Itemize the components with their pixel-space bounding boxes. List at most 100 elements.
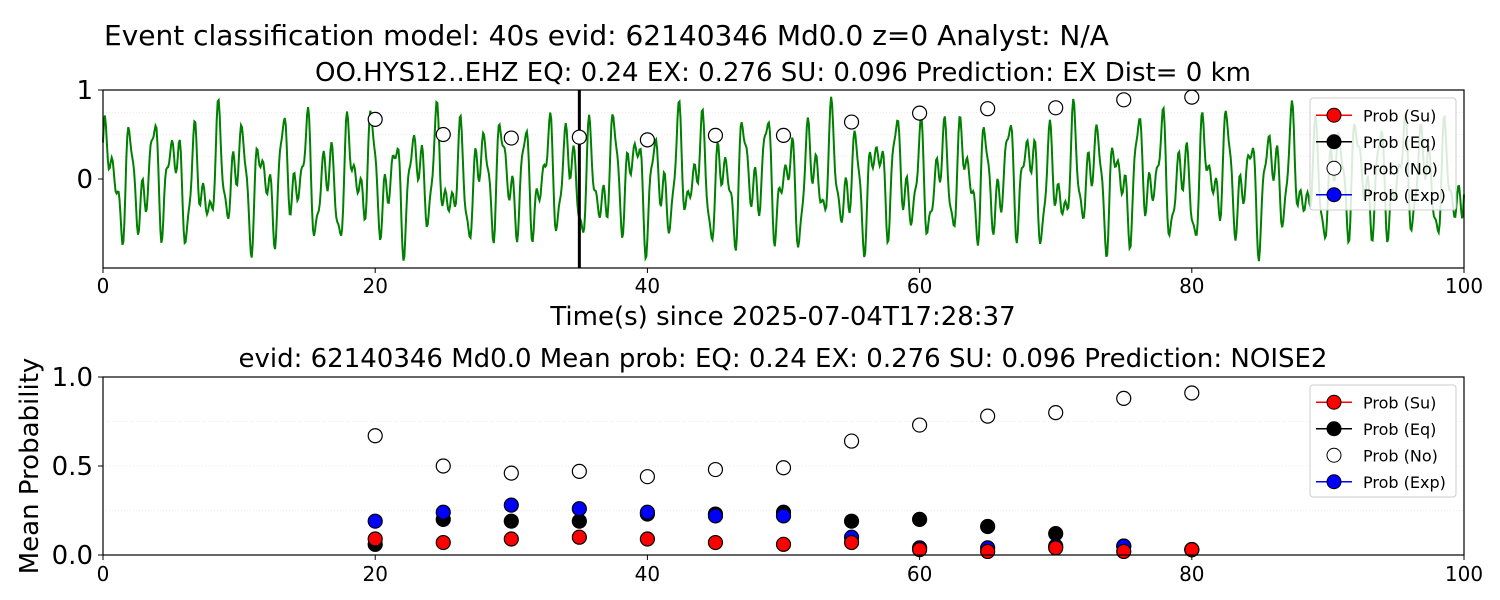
prob-eq-point — [843, 513, 860, 529]
prob-no-point — [775, 460, 792, 476]
y-tick-label: 0.0 — [52, 541, 93, 571]
legend-box — [1309, 384, 1457, 498]
prob-eq-point — [980, 518, 996, 535]
prob-eq-point — [503, 513, 519, 529]
prob-no-point — [1116, 390, 1132, 406]
prob-exp-point — [367, 513, 383, 529]
prob-exp-point — [571, 501, 587, 517]
prob-no-point — [435, 458, 451, 474]
legend-marker — [1326, 474, 1342, 490]
x-tick-label: 80 — [1179, 562, 1204, 586]
prob-no-point — [571, 463, 587, 479]
prob-su-point — [503, 531, 519, 547]
probability-legend: Prob (Su) Prob (Eq) Prob (No) Prob (Exp) — [1309, 384, 1457, 498]
probability-y-axis-label: Mean Probability — [15, 358, 45, 575]
y-tick-label: 1.0 — [52, 363, 93, 393]
prob-no-point — [980, 101, 996, 117]
prob-eq-point — [911, 511, 928, 528]
legend-marker — [1326, 134, 1342, 150]
x-tick-label: 40 — [635, 562, 660, 586]
legend-label: Prob (Su) — [1363, 393, 1436, 412]
prob-exp-point — [503, 497, 519, 513]
prob-no-point — [707, 461, 724, 478]
waveform-gridlines — [103, 111, 1464, 158]
prob-no-point — [367, 428, 383, 444]
prob-no-point — [367, 111, 383, 127]
prob-su-point — [571, 529, 587, 545]
prob-no-point — [1184, 385, 1200, 401]
prob-no-point — [843, 433, 860, 449]
legend-label: Prob (No) — [1363, 446, 1438, 465]
waveform-y-ticks: 01 — [76, 76, 103, 195]
prob-su-point — [435, 534, 451, 551]
legend-label: Prob (Eq) — [1363, 420, 1436, 439]
legend-marker — [1326, 394, 1342, 410]
prob-no-point — [1184, 89, 1200, 105]
prob-no-point — [435, 126, 451, 143]
prob-no-point — [571, 129, 587, 145]
prob-su-point — [1116, 543, 1132, 560]
x-tick-label: 40 — [635, 274, 660, 298]
y-tick-label: 0.5 — [52, 452, 93, 482]
probability-points — [367, 385, 1200, 560]
legend-marker — [1326, 421, 1342, 437]
prob-no-point — [503, 130, 519, 146]
legend-label: Prob (Eq) — [1363, 133, 1436, 152]
x-tick-label: 0 — [97, 274, 110, 298]
probability-x-ticks: 0 20 40 60 80 100 — [97, 555, 1483, 586]
legend-marker — [1326, 107, 1342, 123]
probability-title: evid: 62140346 Md0.0 Mean prob: EQ: 0.24… — [239, 344, 1328, 374]
prob-no-point — [911, 105, 928, 121]
waveform-x-axis-label: Time(s) since 2025-07-04T17:28:37 — [549, 302, 1015, 332]
prob-exp-point — [707, 508, 724, 524]
figure-suptitle: Event classification model: 40s evid: 62… — [104, 19, 1109, 52]
prob-su-point — [775, 536, 792, 552]
x-tick-label: 60 — [907, 562, 932, 586]
legend-marker — [1326, 160, 1342, 176]
prob-no-point — [639, 469, 656, 485]
prob-no-point — [843, 114, 860, 130]
prob-no-point — [980, 408, 996, 424]
prob-no-point — [707, 127, 724, 143]
waveform-probability-points — [367, 89, 1200, 148]
prob-su-point — [639, 531, 656, 547]
legend-label: Prob (Exp) — [1363, 473, 1446, 492]
prob-no-point — [1048, 100, 1064, 116]
prob-no-point — [639, 132, 656, 148]
prob-su-point — [1048, 540, 1064, 556]
waveform-line — [102, 96, 1465, 263]
legend-marker — [1326, 187, 1342, 203]
y-tick-label: 0 — [76, 165, 93, 195]
prob-su-point — [707, 534, 724, 551]
waveform-x-ticks: 0 20 40 60 80 100 — [97, 268, 1483, 298]
prob-no-point — [503, 465, 519, 481]
x-tick-label: 20 — [362, 562, 387, 586]
x-tick-label: 0 — [97, 562, 110, 586]
prob-su-point — [843, 534, 860, 551]
prob-no-point — [911, 417, 928, 433]
prob-no-point — [1048, 405, 1064, 421]
legend-label: Prob (No) — [1363, 159, 1438, 178]
prob-exp-point — [639, 504, 656, 520]
probability-y-ticks: 0.0 0.5 1.0 — [52, 363, 103, 571]
prob-no-point — [1116, 92, 1132, 108]
waveform-panel: OO.HYS12..EHZ EQ: 0.24 EX: 0.276 SU: 0.0… — [76, 58, 1483, 332]
prob-no-point — [775, 127, 792, 143]
probability-panel: evid: 62140346 Md0.0 Mean prob: EQ: 0.24… — [15, 344, 1483, 586]
x-tick-label: 20 — [362, 274, 387, 298]
legend-box — [1309, 97, 1457, 211]
waveform-legend: Prob (Su) Prob (Eq) Prob (No) Prob (Exp) — [1309, 97, 1457, 211]
legend-marker — [1326, 447, 1342, 463]
legend-label: Prob (Su) — [1363, 106, 1436, 125]
x-tick-label: 80 — [1179, 274, 1204, 298]
x-tick-label: 100 — [1445, 562, 1483, 586]
legend-label: Prob (Exp) — [1363, 186, 1446, 205]
waveform-title: OO.HYS12..EHZ EQ: 0.24 EX: 0.276 SU: 0.0… — [315, 58, 1251, 88]
prob-exp-point — [775, 508, 792, 524]
waveform-trace — [102, 96, 1465, 263]
probability-gridlines — [103, 421, 1464, 511]
y-tick-label: 1 — [76, 76, 93, 106]
x-tick-label: 100 — [1445, 274, 1483, 298]
x-tick-label: 60 — [907, 274, 932, 298]
